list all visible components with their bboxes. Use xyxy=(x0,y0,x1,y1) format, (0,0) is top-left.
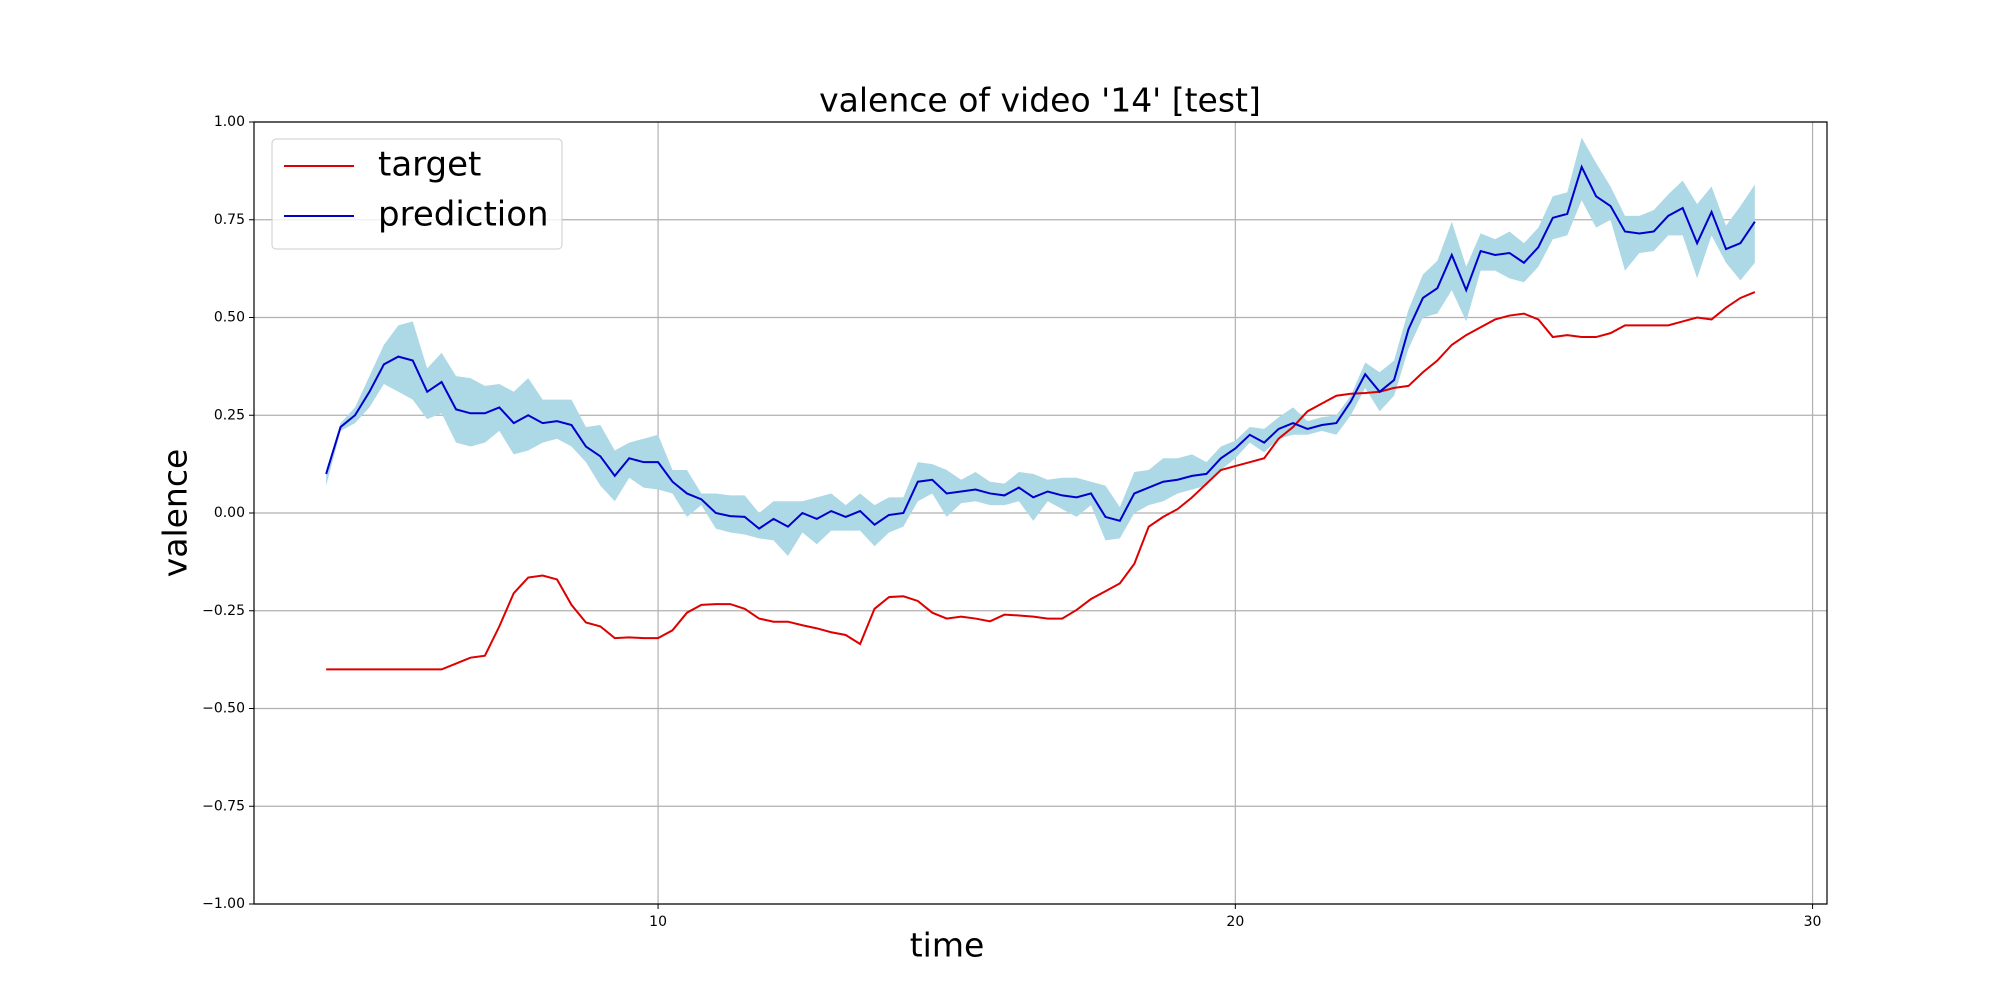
y-axis-label: valence xyxy=(156,449,195,578)
y-tick-label: 0.50 xyxy=(214,310,245,326)
y-tick-label: 0.25 xyxy=(214,407,245,423)
plot-frame xyxy=(253,121,1828,905)
x-axis-label: time xyxy=(910,926,985,965)
x-tick-label: 20 xyxy=(1226,914,1244,930)
legend-label: target xyxy=(378,145,481,185)
y-tick-label: 0.75 xyxy=(214,212,245,228)
chart-title: valence of video '14' [test] xyxy=(819,81,1261,120)
x-tick-label: 10 xyxy=(649,914,667,930)
y-tick-label: 0.00 xyxy=(214,505,245,521)
legend-label: prediction xyxy=(378,195,549,235)
data-line xyxy=(326,291,1756,671)
y-tick-label: −0.25 xyxy=(202,603,245,619)
y-tick-label: −0.75 xyxy=(202,798,245,814)
data-line xyxy=(325,164,1756,530)
y-tick-label: −0.50 xyxy=(202,701,245,717)
y-tick-label: −1.00 xyxy=(202,896,245,912)
y-tick-label: 1.00 xyxy=(214,114,245,130)
x-tick-label: 30 xyxy=(1804,914,1822,930)
